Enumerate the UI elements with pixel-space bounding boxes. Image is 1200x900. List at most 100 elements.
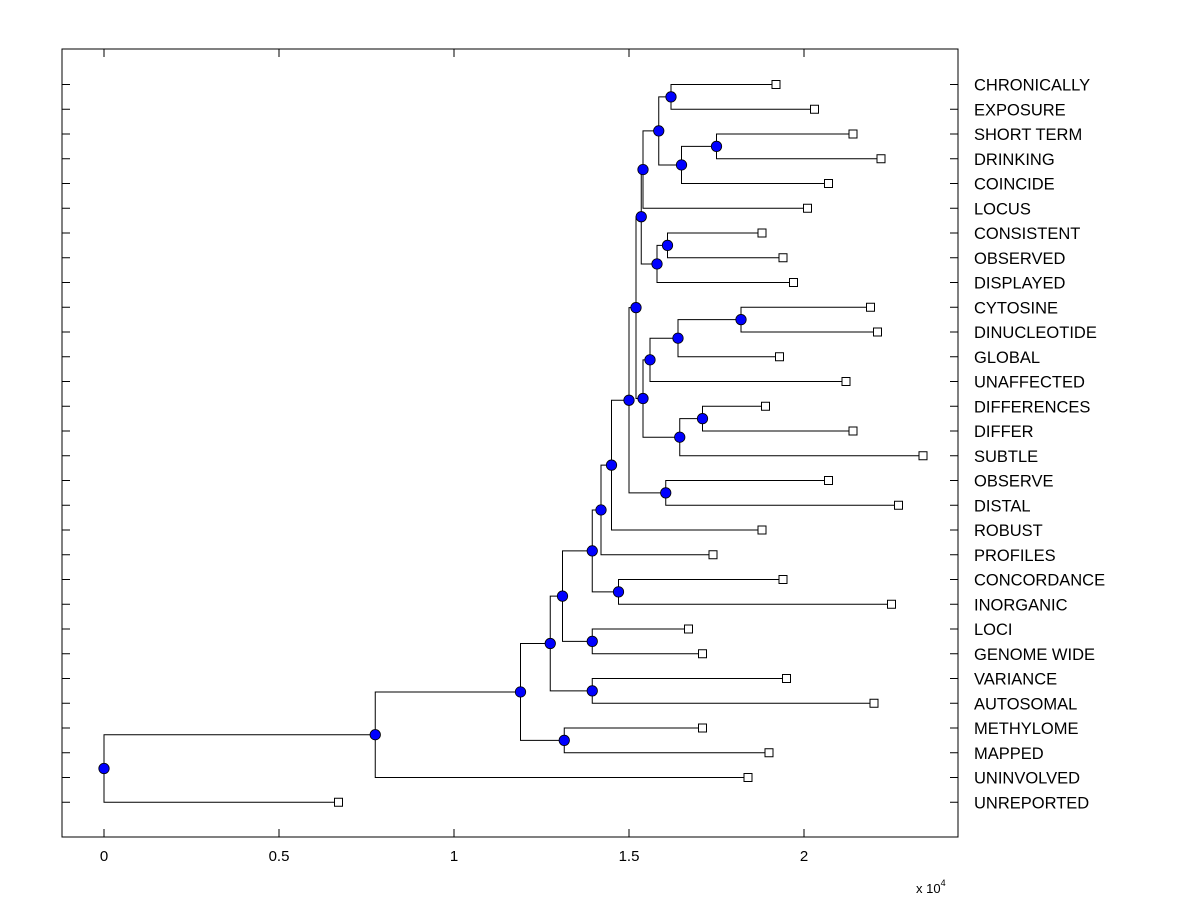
merge-node-n29 (98, 762, 110, 775)
leaf-label: DISPLAYED (974, 275, 1065, 293)
leaf-marker (698, 649, 707, 659)
x-scale-exponent: 4 (941, 878, 946, 888)
merge-node-n26 (558, 734, 570, 746)
merge-node-n17 (623, 394, 635, 406)
leaf-markers (334, 80, 928, 807)
merge-node-n24 (586, 685, 598, 697)
leaf-marker (841, 377, 851, 386)
leaf-marker (771, 80, 781, 89)
leaf-label: OBSERVED (974, 250, 1065, 268)
leaf-label: DRINKING (974, 151, 1055, 169)
merge-node-n7 (651, 258, 663, 270)
y-axis-ticks (62, 84, 958, 803)
merge-node-n21 (586, 545, 598, 557)
leaf-marker (887, 599, 896, 609)
x-scale-label: x 104 (916, 878, 946, 896)
leaf-marker (848, 426, 858, 436)
leaf-label: GLOBAL (974, 349, 1040, 367)
leaf-label: DIFFERENCES (974, 398, 1090, 416)
merge-node-n11 (644, 354, 656, 366)
merge-node-n10 (672, 332, 684, 344)
leaf-label: CHRONICALLY (974, 77, 1090, 95)
leaf-label: DIFFER (974, 423, 1034, 441)
leaf-label: PROFILES (974, 547, 1056, 565)
merge-node-n8 (635, 211, 647, 223)
leaf-label: UNAFFECTED (974, 374, 1085, 392)
leaf-labels: CHRONICALLY EXPOSURE SHORT TERM DRINKING COI… (974, 77, 1105, 813)
leaf-marker (824, 476, 833, 485)
leaf-label: GENOME WIDE (974, 646, 1095, 664)
leaf-label: MAPPED (974, 745, 1044, 763)
leaf-label: OBSERVE (974, 473, 1053, 491)
leaf-marker (789, 278, 798, 287)
leaf-marker (764, 748, 774, 758)
x-tick-label: 0.5 (269, 848, 290, 865)
merge-node-n27 (514, 686, 527, 698)
merge-node-n25 (544, 637, 556, 650)
leaf-marker (761, 401, 770, 411)
leaf-label: CONCORDANCE (974, 572, 1105, 590)
leaf-label: INORGANIC (974, 596, 1068, 614)
leaf-marker (803, 203, 812, 213)
leaf-label: UNINVOLVED (974, 770, 1080, 788)
x-scale-base: x 10 (916, 881, 941, 896)
merge-node-n19 (595, 504, 607, 516)
leaf-label: SHORT TERM (974, 126, 1082, 144)
merge-node-n5 (637, 163, 649, 176)
leaf-marker (869, 698, 879, 708)
leaf-marker (757, 525, 767, 535)
leaf-marker (824, 179, 833, 188)
merge-node-n1 (665, 91, 677, 103)
leaf-label: DINUCLEOTIDE (974, 324, 1097, 342)
leaf-label: CYTOSINE (974, 299, 1058, 317)
x-tick-label: 1 (450, 848, 458, 865)
leaf-marker (876, 154, 886, 164)
leaf-marker (708, 550, 718, 560)
leaf-marker (334, 797, 343, 807)
leaf-label: METHYLOME (974, 720, 1079, 738)
leaf-marker (778, 253, 788, 263)
leaf-label: UNREPORTED (974, 794, 1089, 812)
merge-node-n28 (369, 729, 381, 741)
merge-node-n4 (653, 125, 665, 137)
leaf-marker (778, 575, 788, 584)
x-tick-label: 1.5 (619, 848, 640, 865)
leaf-label: ROBUST (974, 522, 1043, 540)
merge-node-n9 (735, 314, 747, 326)
leaf-label: AUTOSOMAL (974, 695, 1077, 713)
leaf-label: LOCI (974, 621, 1013, 639)
leaf-marker (757, 228, 767, 238)
merge-node-n13 (674, 431, 686, 443)
merge-node-n15 (630, 302, 642, 314)
x-tick-label: 0 (100, 848, 108, 865)
x-tick-label: 2 (800, 848, 808, 865)
leaf-marker (873, 327, 882, 337)
leaf-marker (684, 624, 693, 634)
merge-node-n16 (660, 487, 672, 499)
leaf-marker (894, 500, 903, 510)
merge-node-n2 (710, 140, 723, 152)
merge-node-n14 (637, 392, 649, 405)
x-axis-ticks: 0 0.5 1 1.5 2 (100, 49, 808, 865)
leaf-marker (848, 129, 858, 139)
merge-node-n12 (696, 413, 709, 425)
merge-node-n22 (586, 635, 598, 647)
leaf-marker (866, 302, 875, 312)
plot-frame (61, 48, 959, 838)
merge-node-n18 (605, 459, 618, 471)
leaf-label: LOCUS (974, 200, 1031, 218)
leaf-marker (775, 352, 784, 362)
leaf-label: VARIANCE (974, 671, 1057, 689)
leaf-label: CONSISTENT (974, 225, 1080, 243)
leaf-label: SUBTLE (974, 448, 1038, 466)
merge-node-n23 (556, 590, 569, 602)
leaf-label: DISTAL (974, 497, 1031, 515)
leaf-marker (743, 773, 753, 782)
leaf-label: COINCIDE (974, 176, 1055, 194)
leaf-marker (782, 674, 791, 683)
merge-node-n6 (661, 239, 674, 251)
merge-node-n3 (675, 159, 688, 171)
leaf-marker (918, 451, 928, 461)
merge-node-markers (98, 91, 747, 775)
